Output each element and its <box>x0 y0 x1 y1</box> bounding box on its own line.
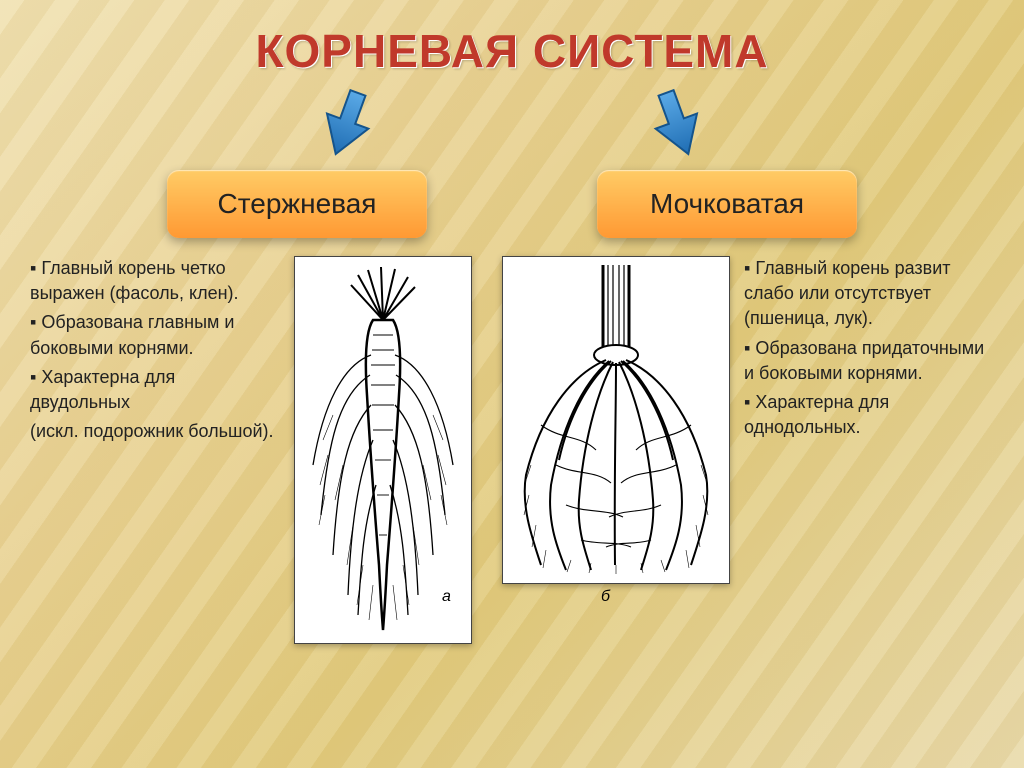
caption-a: а <box>442 588 451 606</box>
arrow-right <box>642 86 712 166</box>
content-row: Главный корень четко выражен (фасоль, кл… <box>0 256 1024 644</box>
fibrous-figure: а б <box>502 256 730 606</box>
label-row: Стержневая Мочковатая <box>0 170 1024 238</box>
caption-b: б <box>601 588 610 606</box>
desc-right: Главный корень развит слабо или отсутств… <box>744 256 994 644</box>
right-line2: Образована придаточными и боковыми корня… <box>744 336 994 386</box>
arrow-left <box>312 86 382 166</box>
page-title: КОРНЕВАЯ СИСТЕМА <box>0 0 1024 78</box>
left-line1: Главный корень четко выражен (фасоль, кл… <box>30 256 280 306</box>
left-line4: (искл. подорожник большой). <box>30 419 280 444</box>
left-line3: Характерна для двудольных <box>30 365 280 415</box>
taproot-figure <box>294 256 472 644</box>
label-fibrous: Мочковатая <box>597 170 857 238</box>
label-taproot: Стержневая <box>167 170 427 238</box>
left-line2: Образована главным и боковыми корнями. <box>30 310 280 360</box>
desc-left: Главный корень четко выражен (фасоль, кл… <box>30 256 280 644</box>
taproot-svg <box>303 265 463 635</box>
right-line3: Характерна для однодольных. <box>744 390 994 440</box>
diagram-images: а б <box>280 256 744 644</box>
arrow-row <box>0 86 1024 166</box>
right-line1: Главный корень развит слабо или отсутств… <box>744 256 994 332</box>
fibrous-svg <box>511 265 721 575</box>
